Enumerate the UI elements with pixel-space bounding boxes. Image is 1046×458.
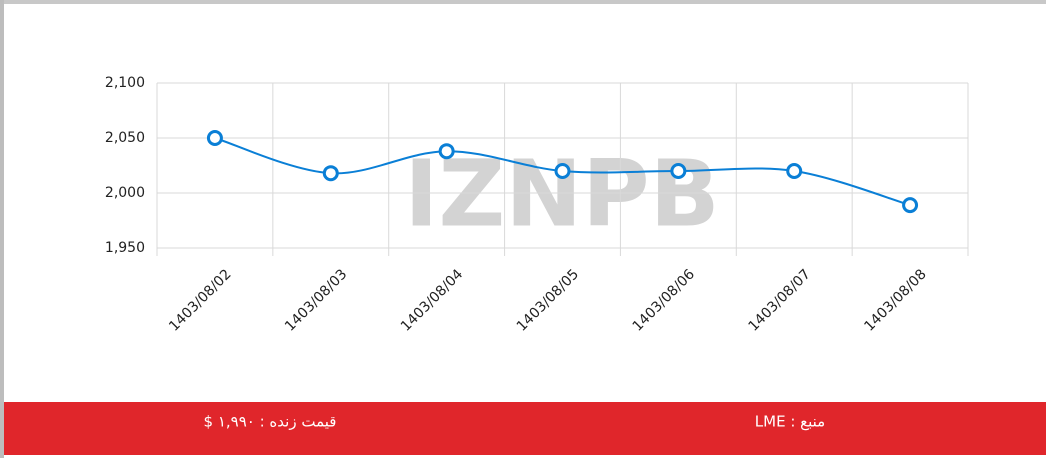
footer-source: منبع : LME [755, 413, 825, 431]
y-tick-label: 2,000 [105, 185, 145, 201]
y-tick-label: 2,050 [105, 130, 145, 146]
data-point [902, 197, 919, 214]
data-point [438, 143, 455, 160]
data-point [206, 130, 223, 146]
footer-live-price: قیمت زنده : ۱,۹۹۰ $ [204, 413, 337, 431]
data-point [670, 163, 687, 179]
watermark: IZNPB [404, 140, 720, 247]
data-point [554, 163, 571, 179]
data-point [322, 165, 339, 182]
y-tick-label: 2,100 [105, 75, 145, 91]
data-point [786, 163, 803, 179]
frame-top [0, 0, 1046, 4]
frame-left [0, 0, 4, 458]
footer-bar [4, 402, 1046, 455]
y-tick-label: 1,950 [105, 240, 145, 256]
